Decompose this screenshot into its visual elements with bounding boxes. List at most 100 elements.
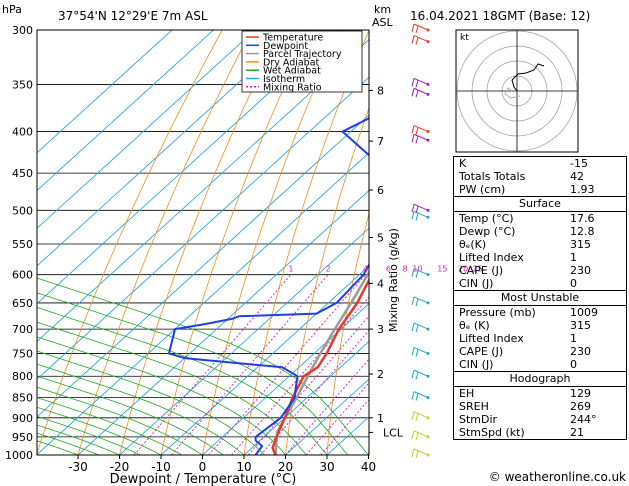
isotherm-line <box>284 378 369 455</box>
parcel-trajectory-line <box>274 269 369 455</box>
mixing-ratio-label: 2 <box>326 265 331 274</box>
wind-barb-staff <box>413 77 429 85</box>
pressure-tick-label: 650 <box>12 297 33 310</box>
pressure-tick-label: 950 <box>12 431 33 444</box>
km-tick-label: 7 <box>377 135 384 148</box>
hodograph-value: 129 <box>570 387 591 400</box>
wind-barb-flag <box>411 448 415 458</box>
hodograph-title: Hodograph <box>454 372 626 387</box>
isotherm-line <box>37 114 369 418</box>
surface-title: Surface <box>454 197 626 212</box>
mixing-ratio-label: 15 <box>437 265 447 274</box>
wind-barb-dot <box>426 374 430 378</box>
wind-barb-dot <box>426 301 430 305</box>
pressure-tick-label: 350 <box>12 78 33 91</box>
temp-tick-label: 30 <box>319 460 334 474</box>
dry-adiabat-line <box>285 106 369 455</box>
surface-row: Temp (°C) 17.6 <box>454 212 626 225</box>
wind-barb-flag <box>411 430 415 440</box>
hodograph-trace <box>511 63 545 92</box>
mixing-ratio-label: 6 <box>386 265 391 274</box>
pressure-tick-label: 500 <box>12 204 33 217</box>
wind-barb-flag <box>415 298 419 307</box>
isotherm-line <box>37 30 215 192</box>
wind-barb-staff <box>413 296 429 304</box>
mixing-ratio-label: 10 <box>412 265 422 274</box>
most-unstable-section: Most Unstable Pressure (mb) 1009 θₑ (K) 315… <box>454 290 626 371</box>
wind-barb-flag <box>411 23 415 33</box>
surface-label: CAPE (J) <box>459 264 504 277</box>
wind-barb-dot <box>426 453 430 457</box>
index-row: K -15 <box>454 157 626 170</box>
hodograph-row: StmSpd (kt) 21 <box>454 426 626 439</box>
wind-barb-staff <box>413 369 429 377</box>
wind-barb-flag <box>415 393 419 401</box>
surface-value: 230 <box>570 264 591 277</box>
datetime-title: 16.04.2021 18GMT (Base: 12) <box>410 9 590 23</box>
index-label: Totals Totals <box>459 170 526 183</box>
isotherm-line <box>118 227 369 455</box>
hodograph-label: EH <box>459 387 475 400</box>
wind-barb-flag <box>411 322 415 332</box>
wet-adiabat-line <box>37 415 141 455</box>
surface-value: 12.8 <box>570 225 595 238</box>
legend-entry: Temperature <box>262 33 323 44</box>
wind-barb-flag <box>411 391 415 400</box>
most-unstable-row: CIN (J) 0 <box>454 358 626 371</box>
hodograph-row: EH 129 <box>454 387 626 400</box>
hodograph-row: StmDir 244° <box>454 413 626 426</box>
hpa-unit: hPa <box>2 3 22 16</box>
most-unstable-label: Lifted Index <box>459 332 524 345</box>
wind-barb-flag <box>411 296 415 306</box>
dry-adiabat-line <box>160 30 311 455</box>
wind-barb-staff <box>413 203 429 211</box>
pressure-tick-label: 700 <box>12 323 33 336</box>
most-unstable-label: CIN (J) <box>459 358 494 371</box>
wet-adiabat-line <box>37 350 266 455</box>
wind-barb-staff <box>413 430 429 438</box>
temp-tick-label: -20 <box>110 460 130 474</box>
wind-barb-flag <box>415 136 419 144</box>
wind-barb-staff <box>413 346 429 354</box>
hodograph-label: StmSpd (kt) <box>459 426 525 439</box>
wet-adiabat-line <box>37 321 307 455</box>
hodograph-label: SREH <box>459 400 489 413</box>
legend-entry: Dry Adiabat <box>263 57 320 68</box>
surface-row: θₑ(K) 315 <box>454 238 626 251</box>
surface-value: 315 <box>570 238 591 251</box>
surface-section: Surface Temp (°C) 17.6 Dewp (°C) 12.8 θₑ(K) 3… <box>454 196 626 290</box>
wind-barb-dot <box>426 416 430 420</box>
dry-adiabat-line <box>202 30 341 455</box>
surface-value: 17.6 <box>570 212 595 225</box>
wind-barb-dot <box>426 273 430 277</box>
wet-adiabat-line <box>37 386 203 455</box>
km-tick-label: 2 <box>377 368 384 381</box>
wind-barb-staff <box>413 391 429 399</box>
wind-barb-staff <box>413 448 429 456</box>
wind-barb-flag <box>415 270 419 278</box>
dry-adiabat-line <box>119 30 282 455</box>
wind-barb-flag <box>415 213 419 221</box>
dry-adiabat-line <box>37 30 223 455</box>
most-unstable-row: Lifted Index 1 <box>454 332 626 345</box>
wind-barb-flag <box>415 372 419 380</box>
mixing-ratio-label: 25 <box>473 265 483 274</box>
hodograph-section: Hodograph EH 129 SREH 269 StmDir 244° StmSpd (… <box>454 371 626 439</box>
wind-barb-staff <box>413 411 429 419</box>
pressure-tick-label: 1000 <box>5 449 33 462</box>
km-tick-label: 6 <box>377 184 384 197</box>
indices-table: K -15 Totals Totals 42 PW (cm) 1.93 Surface T… <box>453 156 627 440</box>
wind-barb-dot <box>426 327 430 331</box>
wet-adiabat-line <box>37 397 182 455</box>
hodograph-value: 244° <box>570 413 597 426</box>
wet-adiabat-line <box>37 336 286 455</box>
wind-barb-dot <box>426 92 430 96</box>
index-row: Totals Totals 42 <box>454 170 626 183</box>
most-unstable-title: Most Unstable <box>454 291 626 306</box>
wind-barb-flag <box>411 370 415 379</box>
wind-barb-flag <box>415 80 419 88</box>
pressure-tick-label: 850 <box>12 392 33 405</box>
pressure-tick-label: 800 <box>12 370 33 383</box>
